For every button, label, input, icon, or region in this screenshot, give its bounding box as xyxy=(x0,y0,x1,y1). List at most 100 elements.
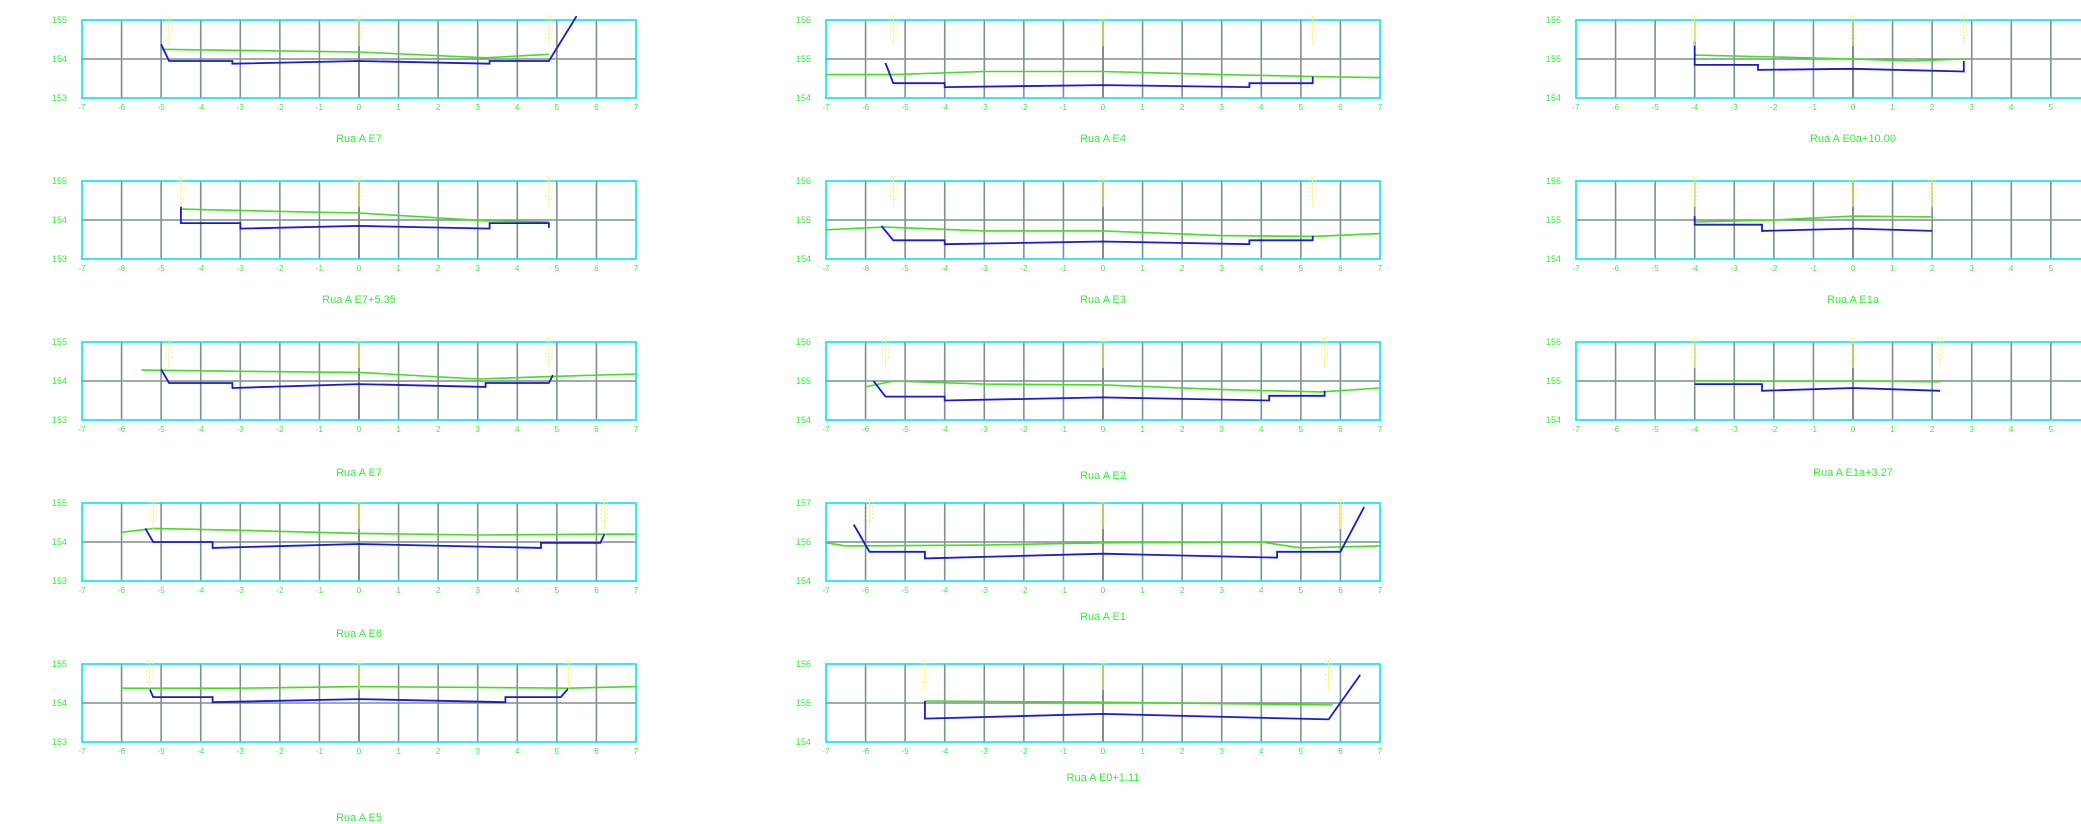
cross-section-panel: 155 154 153 -7 -6 -5 -4 -3 -2 -1 0 1 2 3 4 5 6 7 xyxy=(52,659,639,756)
x-axis-tick-label: 0 xyxy=(1101,425,1106,434)
section-title: Rua A E6 xyxy=(336,628,382,640)
section-title: Rua A E2 xyxy=(1080,470,1126,482)
x-axis-tick-label: 5 xyxy=(1299,103,1304,112)
x-axis-tick-label: -1 xyxy=(1060,425,1068,434)
x-axis-tick-label: 5 xyxy=(555,425,560,434)
x-axis-tick-label: 5 xyxy=(1299,264,1304,273)
x-axis-tick-label: -5 xyxy=(158,264,166,273)
x-axis-tick-label: 0 xyxy=(357,425,362,434)
x-axis-tick-label: -5 xyxy=(158,425,166,434)
x-axis-tick-label: -2 xyxy=(1770,425,1778,434)
x-axis-tick-label: -5 xyxy=(158,586,166,595)
x-axis-tick-label: -7 xyxy=(822,586,830,595)
x-axis-tick-label: 6 xyxy=(594,264,599,273)
x-axis-tick-label: 0 xyxy=(1101,264,1106,273)
design-profile-line xyxy=(160,368,554,389)
elevation-marker xyxy=(1099,15,1107,46)
x-axis-tick-label: 2 xyxy=(1930,103,1935,112)
elevation-marker xyxy=(866,498,874,529)
x-axis-tick-label: -6 xyxy=(1612,425,1620,434)
x-axis-tick-label: 5 xyxy=(555,103,560,112)
section-title: Rua A E1a xyxy=(1827,294,1879,306)
x-axis-tick-label: 5 xyxy=(1299,425,1304,434)
x-axis-tick-label: 3 xyxy=(1219,103,1224,112)
x-axis-tick-label: -4 xyxy=(197,586,205,595)
elevation-marker xyxy=(145,659,153,690)
x-axis-tick-label: -2 xyxy=(1770,103,1778,112)
x-axis-tick-label: -4 xyxy=(1691,425,1699,434)
x-axis-tick-label: -2 xyxy=(276,747,284,756)
design-profile-line xyxy=(160,15,578,65)
x-axis-tick-label: -2 xyxy=(1770,264,1778,273)
x-axis-tick-label: -5 xyxy=(1652,425,1660,434)
y-axis-tick-label: 154 xyxy=(52,376,67,386)
x-axis-tick-label: 1 xyxy=(396,264,401,273)
cross-section-panel: 156 155 154 -7 -6 -5 -4 -3 -2 -1 0 1 2 3 4 5 6 7 xyxy=(796,337,1383,434)
x-axis-tick-label: 6 xyxy=(1338,264,1343,273)
x-axis-tick-label: 0 xyxy=(1101,747,1106,756)
x-axis-tick-label: -3 xyxy=(237,425,245,434)
x-axis-tick-label: -3 xyxy=(1731,264,1739,273)
x-axis-tick-label: -6 xyxy=(862,747,870,756)
y-axis-tick-label: 155 xyxy=(52,15,67,25)
y-axis-tick-label: 155 xyxy=(1546,54,1561,64)
elevation-marker xyxy=(921,659,929,690)
y-axis-tick-label: 153 xyxy=(52,254,67,264)
x-axis-tick-label: -6 xyxy=(862,264,870,273)
y-axis-tick-label: 155 xyxy=(52,337,67,347)
x-axis-tick-label: -5 xyxy=(902,425,910,434)
elevation-marker xyxy=(355,176,363,207)
x-axis-tick-label: 4 xyxy=(515,586,520,595)
x-axis-tick-label: 4 xyxy=(1259,586,1264,595)
x-axis-tick-label: -1 xyxy=(1060,586,1068,595)
elevation-marker xyxy=(1099,498,1107,529)
x-axis-tick-label: -2 xyxy=(1020,586,1028,595)
design-profile-line xyxy=(180,206,550,230)
x-axis-tick-label: -7 xyxy=(1572,103,1580,112)
elevation-marker xyxy=(1691,15,1699,46)
x-axis-tick-label: -2 xyxy=(1020,425,1028,434)
x-axis-tick-label: -1 xyxy=(316,747,324,756)
x-axis-tick-label: -7 xyxy=(1572,264,1580,273)
x-axis-tick-label: 1 xyxy=(396,425,401,434)
x-axis-tick-label: 6 xyxy=(1338,103,1343,112)
y-axis-tick-label: 153 xyxy=(52,737,67,747)
y-axis-tick-label: 154 xyxy=(796,254,811,264)
x-axis-tick-label: 7 xyxy=(1378,586,1383,595)
x-axis-tick-label: -3 xyxy=(237,586,245,595)
x-axis-tick-label: -1 xyxy=(316,264,324,273)
x-axis-tick-label: -2 xyxy=(276,425,284,434)
elevation-marker xyxy=(1099,176,1107,207)
section-title: Rua A E1a+3.27 xyxy=(1813,467,1893,479)
y-axis-tick-label: 154 xyxy=(52,215,67,225)
y-axis-tick-label: 156 xyxy=(1546,15,1561,25)
design-profile-line xyxy=(924,674,1361,721)
section-title: Rua A E1 xyxy=(1080,611,1126,623)
x-axis-tick-label: -5 xyxy=(158,103,166,112)
x-axis-tick-label: 0 xyxy=(1851,425,1856,434)
design-profile-line xyxy=(880,225,1314,246)
x-axis-tick-label: -2 xyxy=(276,586,284,595)
x-axis-tick-label: 1 xyxy=(1890,425,1895,434)
x-axis-tick-label: 2 xyxy=(1180,264,1185,273)
y-axis-tick-label: 156 xyxy=(796,176,811,186)
x-axis-tick-label: 7 xyxy=(634,586,639,595)
y-axis-tick-label: 153 xyxy=(52,576,67,586)
x-axis-tick-label: 7 xyxy=(634,103,639,112)
design-profile-line xyxy=(1694,383,1941,392)
x-axis-tick-label: 5 xyxy=(555,747,560,756)
y-axis-tick-label: 154 xyxy=(52,54,67,64)
x-axis-tick-label: -5 xyxy=(1652,103,1660,112)
elevation-marker xyxy=(1691,176,1699,207)
x-axis-tick-label: -2 xyxy=(1020,103,1028,112)
x-axis-tick-label: -1 xyxy=(316,425,324,434)
cross-section-panel: 155 154 153 -7 -6 -5 -4 -3 -2 -1 0 1 2 3 4 5 6 7 xyxy=(52,498,639,595)
x-axis-tick-label: 4 xyxy=(515,103,520,112)
x-axis-tick-label: 7 xyxy=(1378,425,1383,434)
x-axis-tick-label: 3 xyxy=(1969,264,1974,273)
elevation-marker xyxy=(355,659,363,690)
elevation-marker xyxy=(1928,176,1936,207)
x-axis-tick-label: 4 xyxy=(1259,425,1264,434)
x-axis-tick-label: 0 xyxy=(357,103,362,112)
x-axis-tick-label: 1 xyxy=(1140,586,1145,595)
